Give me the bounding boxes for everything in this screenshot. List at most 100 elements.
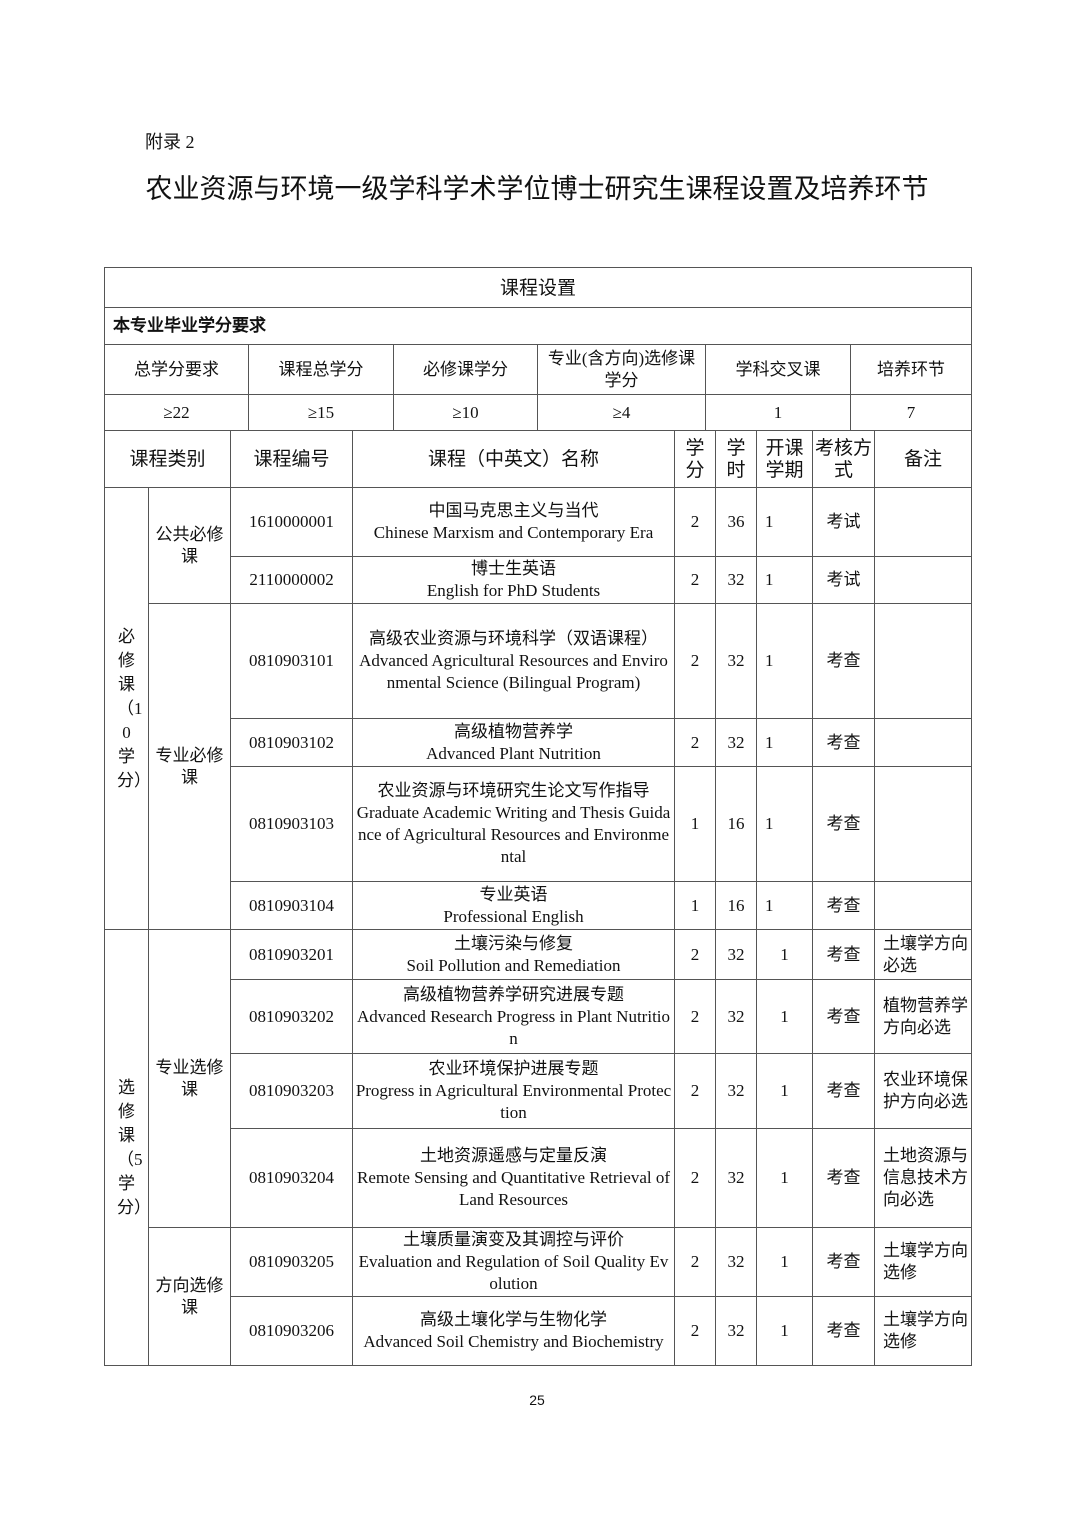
course-name-en: English for PhD Students — [426, 581, 601, 600]
group-cell: 专业选修课 — [147, 929, 232, 1228]
course-name-en: Chinese Marxism and Contemporary Era — [373, 523, 654, 542]
group-cell: 专业必修课 — [147, 603, 232, 930]
course-name-en: Advanced Plant Nutrition — [426, 743, 601, 763]
course-term: 1 — [756, 1227, 814, 1297]
course-term: 1 — [756, 603, 814, 719]
credit-value-cell: ≥4 — [537, 394, 706, 431]
course-name: 高级植物营养学研究进展专题 Advanced Research Progress … — [352, 979, 676, 1054]
credit-requirement-label: 本专业毕业学分要求 — [103, 307, 973, 345]
course-name-cn: 高级土壤化学与生物化学 — [420, 1310, 608, 1329]
course-hours: 36 — [715, 487, 758, 557]
course-name-en: Advanced Agricultural Resources and Envi… — [359, 651, 668, 692]
course-code: 0810903201 — [230, 929, 354, 980]
course-name-en: Professional English — [443, 906, 584, 926]
table-row: 0810903206 高级土壤化学与生物化学 Advanced Soil Chemi… — [105, 1296, 973, 1366]
category-cell: 必修课（10学分） — [104, 487, 151, 930]
course-term: 1 — [756, 979, 814, 1054]
course-name: 中国马克思主义与当代 Chinese Marxism and Contempora… — [352, 487, 676, 557]
course-term: 1 — [756, 881, 814, 930]
course-term: 1 — [756, 766, 814, 882]
table-row: 0810903104 专业英语 Professional English 1 16 1 考查 — [105, 881, 973, 930]
course-header-cell: 开课学期 — [756, 430, 814, 488]
course-exam: 考查 — [812, 1128, 876, 1228]
course-note: 土壤学方向必选 — [874, 929, 973, 980]
course-credit: 2 — [674, 1296, 717, 1366]
course-note: 农业环境保护方向必选 — [874, 1053, 973, 1129]
credit-requirements-table: 课程设置 本专业毕业学分要求 总学分要求 课程总学分 必修课学分 专业(含方向)选修课… — [103, 267, 973, 431]
course-header-row: 课程类别 课程编号 课程（中英文）名称 学分 学时 开课学期 考核方式 备注 — [103, 430, 973, 488]
course-note: 土壤学方向选修 — [874, 1296, 973, 1366]
course-hours: 32 — [715, 1227, 758, 1297]
course-term: 1 — [756, 556, 814, 604]
course-name-en: Evaluation and Regulation of Soil Qualit… — [358, 1252, 669, 1293]
course-code: 0810903101 — [230, 603, 354, 719]
credit-value-cell: ≥10 — [393, 394, 538, 431]
course-credit: 2 — [674, 1128, 717, 1228]
course-header-cell: 考核方式 — [812, 430, 876, 488]
course-name-en: Advanced Soil Chemistry and Biochemistry — [363, 1332, 664, 1351]
course-name: 博士生英语 English for PhD Students — [352, 556, 676, 604]
category-cell: 选修课（5学分） — [104, 929, 151, 1366]
course-credit: 1 — [674, 766, 717, 882]
course-exam: 考查 — [812, 1227, 876, 1297]
course-exam: 考查 — [812, 603, 876, 719]
appendix-label: 附录 2 — [145, 132, 195, 152]
course-code: 0810903204 — [230, 1128, 354, 1228]
course-header-cell: 学分 — [674, 430, 717, 488]
course-term: 1 — [756, 718, 814, 767]
credit-header-cell: 培养环节 — [849, 344, 973, 395]
course-credit: 1 — [674, 881, 717, 930]
course-note: 土地资源与信息技术方向必选 — [874, 1128, 973, 1228]
course-note — [874, 766, 973, 882]
course-name-en: Advanced Research Progress in Plant Nutr… — [357, 1006, 671, 1048]
course-name-en: Soil Pollution and Remediation — [406, 955, 621, 975]
table-title: 课程设置 — [103, 267, 973, 308]
course-header-cell: 课程编号 — [230, 430, 354, 488]
course-exam: 考查 — [812, 1296, 876, 1366]
course-name-en: Remote Sensing and Quantitative Retrieva… — [357, 1168, 671, 1209]
group-cell: 公共必修课 — [147, 487, 232, 604]
course-name-cn: 高级植物营养学研究进展专题 — [403, 984, 625, 1004]
course-term: 1 — [756, 929, 814, 980]
course-name-cn: 土壤质量演变及其调控与评价 — [403, 1230, 625, 1249]
course-name: 高级农业资源与环境科学（双语课程） Advanced Agricultural R… — [352, 603, 676, 719]
course-name-cn: 农业资源与环境研究生论文写作指导 — [377, 781, 650, 800]
table-row: 0810903103 农业资源与环境研究生论文写作指导 Graduate Acade… — [105, 766, 973, 882]
credit-value-cell: ≥22 — [104, 394, 249, 431]
course-header-cell: 学时 — [715, 430, 758, 488]
course-hours: 16 — [715, 881, 758, 930]
credit-header-cell: 专业(含方向)选修课学分 — [537, 344, 706, 395]
course-note: 植物营养学方向必选 — [874, 979, 973, 1054]
course-term: 1 — [756, 1296, 814, 1366]
table-row: 0810903204 土地资源遥感与定量反演 Remote Sensing and … — [105, 1128, 973, 1228]
course-name: 土壤质量演变及其调控与评价 Evaluation and Regulation o… — [352, 1227, 676, 1297]
course-credit: 2 — [674, 979, 717, 1054]
course-code: 2110000002 — [230, 556, 354, 604]
credit-value-cell: 7 — [849, 394, 973, 431]
table-row: 专业必修课 0810903101 高级农业资源与环境科学（双语课程） Advanced… — [105, 603, 973, 930]
course-code: 0810903205 — [230, 1227, 354, 1297]
course-hours: 32 — [715, 556, 758, 604]
course-exam: 考查 — [812, 881, 876, 930]
course-hours: 16 — [715, 766, 758, 882]
course-hours: 32 — [715, 1128, 758, 1228]
group-cell: 方向选修课 — [147, 1227, 232, 1366]
course-header-cell: 课程类别 — [103, 430, 232, 488]
course-hours: 32 — [715, 603, 758, 719]
credit-header-cell: 学科交叉课 — [705, 344, 851, 395]
course-credit: 2 — [674, 929, 717, 980]
course-name-cn: 中国马克思主义与当代 — [428, 501, 599, 520]
course-code: 0810903202 — [230, 979, 354, 1054]
course-name-en: Progress in Agricultural Environmental P… — [355, 1081, 672, 1122]
course-name-cn: 博士生英语 — [471, 559, 557, 578]
table-row: 2110000002 博士生英语 English for PhD Students 2… — [105, 556, 973, 604]
course-hours: 32 — [715, 1053, 758, 1129]
table-row: 0810903102 高级植物营养学 Advanced Plant Nutritio… — [105, 718, 973, 767]
course-name: 农业环境保护进展专题 Progress in Agricultural Envir… — [352, 1053, 676, 1129]
course-credit: 2 — [674, 718, 717, 767]
course-header-cell: 备注 — [874, 430, 973, 488]
course-name: 高级植物营养学 Advanced Plant Nutrition — [352, 718, 676, 767]
course-note — [874, 881, 973, 930]
course-note — [874, 718, 973, 767]
